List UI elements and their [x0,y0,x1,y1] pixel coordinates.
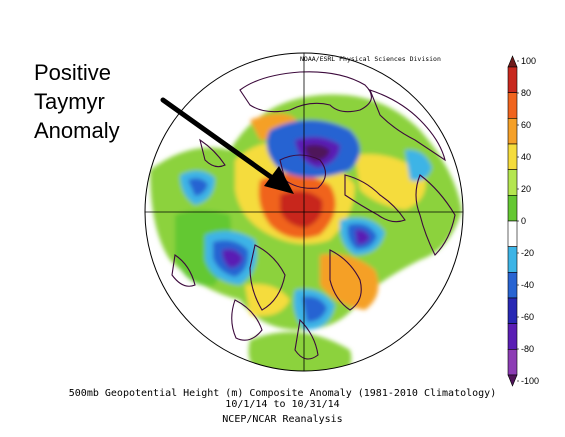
annotation-line-1: Positive [34,60,112,85]
anomaly-positive-orange-south [320,254,379,310]
anomaly-negative-south-core [302,296,327,322]
colorbar-band [507,66,518,93]
colorbar-band [507,143,518,170]
annotation-arrow [160,97,294,194]
colorbar-tick-label: 100 [521,56,536,66]
colorbar-tick-label: -80 [521,344,534,354]
colorbar-band [507,323,518,350]
anomaly-negative-west-core [222,249,243,268]
coastlines [171,71,456,360]
map-disc-border [144,52,464,372]
caption-title: 500mb Geopotential Height (m) Composite … [68,388,497,399]
caption-source: NCEP/NCAR Reanalysis [222,414,343,425]
colorbar: 100 80 60 40 20 0 -20 -40 -60 -80 -100 [507,55,539,387]
anomaly-negative-west-small-core [188,178,208,196]
annotation-label: Positive Taymyr Anomaly [34,58,174,145]
colorbar-band [507,220,518,247]
colorbar-band [507,349,518,376]
colorbar-band [507,246,518,273]
anomaly-negative-northeast [405,149,432,182]
colorbar-tick-label: 80 [521,88,531,98]
anomaly-positive-red-core [280,191,323,228]
colorbar-top-tip [507,55,518,68]
colorbar-tick-label: 0 [521,216,526,226]
colorbar-band [507,195,518,222]
colorbar-tick-label: -20 [521,248,534,258]
colorbar-band [507,92,518,119]
colorbar-band [507,169,518,196]
anomaly-positive-green-south [248,332,352,371]
colorbar-tick-label: -40 [521,280,534,290]
polar-map [144,52,464,372]
anomaly-negative-east-core [355,229,370,245]
annotation-line-3: Anomaly [34,118,120,143]
annotation-line-2: Taymyr [34,89,105,114]
colorbar-tick-label: -100 [521,376,539,386]
colorbar-tick-label: 20 [521,184,531,194]
colorbar-tick-label: -60 [521,312,534,322]
colorbar-tick-label: 40 [521,152,531,162]
colorbar-tick-label: 60 [521,120,531,130]
graticule [145,53,463,371]
caption-date-range: 10/1/14 to 10/31/14 [225,399,340,410]
colorbar-band [507,297,518,324]
colorbar-band [507,118,518,145]
colorbar-band [507,272,518,299]
colorbar-bottom-tip [507,374,518,387]
credit-text: NOAA/ESRL Physical Sciences Division [300,55,441,63]
